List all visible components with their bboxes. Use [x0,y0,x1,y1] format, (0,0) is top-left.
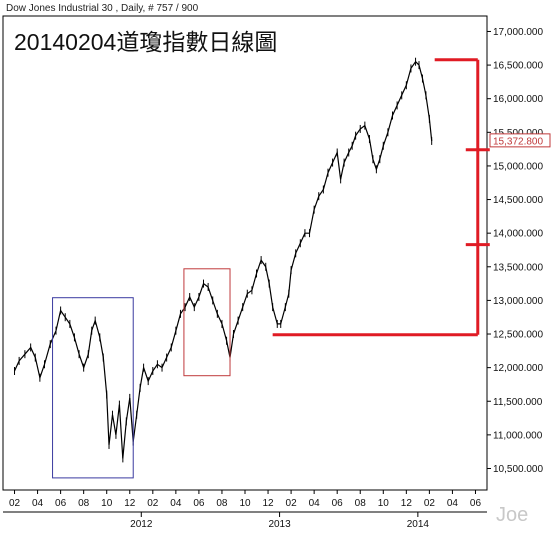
x-tick-label: 04 [447,498,459,509]
x-tick-label: 02 [424,498,436,509]
y-tick-label: 16,500.000 [493,61,543,72]
x-tick-label: 06 [193,498,205,509]
y-tick-label: 12,500.000 [493,330,543,341]
y-tick-label: 14,000.000 [493,229,543,240]
x-tick-label: 06 [470,498,482,509]
highlight-box [52,297,134,479]
year-label: 2014 [407,519,430,530]
annotation-layer [52,58,490,479]
x-tick-label: 04 [309,498,321,509]
x-tick-label: 12 [401,498,413,509]
x-tick-label: 04 [170,498,182,509]
year-label: 2013 [268,519,291,530]
series-line [13,60,433,459]
x-axis: 02 04 06 08 10 12 02 04 06 08 10 12 02 04 06 08 10 12 02 04… [3,490,487,530]
x-tick-label: 04 [32,498,44,509]
x-tick-label: 10 [101,498,113,509]
x-tick-label: 12 [262,498,274,509]
x-tick-label: 06 [332,498,344,509]
y-tick-label: 12,000.000 [493,363,543,374]
y-tick-label: 16,000.000 [493,94,543,105]
x-tick-label: 02 [9,498,21,509]
y-tick-label: 13,500.000 [493,262,543,273]
last-value-label: 15,372.800 [493,136,543,147]
y-tick-label: 14,500.000 [493,195,543,206]
y-tick-label: 17,000.000 [493,27,543,38]
y-tick-label: 15,000.000 [493,161,543,172]
watermark: Joe [496,504,528,526]
y-tick-label: 15,500.000 [493,128,543,139]
x-tick-label: 06 [55,498,67,509]
x-tick-label: 12 [124,498,136,509]
x-tick-label: 08 [355,498,367,509]
x-tick-label: 10 [239,498,251,509]
last-value-box [489,133,551,148]
year-label: 2012 [130,519,153,530]
x-tick-label: 08 [78,498,90,509]
y-axis: 10,500.000 11,000.000 11,500.000 12,000.000… [487,27,551,475]
y-tick-label: 10,500.000 [493,464,543,475]
series-layer [13,57,433,463]
x-tick-label: 10 [378,498,390,509]
x-tick-label: 02 [286,498,298,509]
y-tick-label: 11,000.000 [493,430,543,441]
x-tick-label: 02 [147,498,159,509]
x-tick-label: 08 [216,498,228,509]
y-tick-label: 11,500.000 [493,397,543,408]
chart-title: 20140204道瓊指數日線圖 [14,29,277,55]
y-tick-label: 13,000.000 [493,296,543,307]
highlight-box [183,268,231,377]
chart-header: Dow Jones Industrial 30 , Daily, # 757 /… [6,3,199,14]
